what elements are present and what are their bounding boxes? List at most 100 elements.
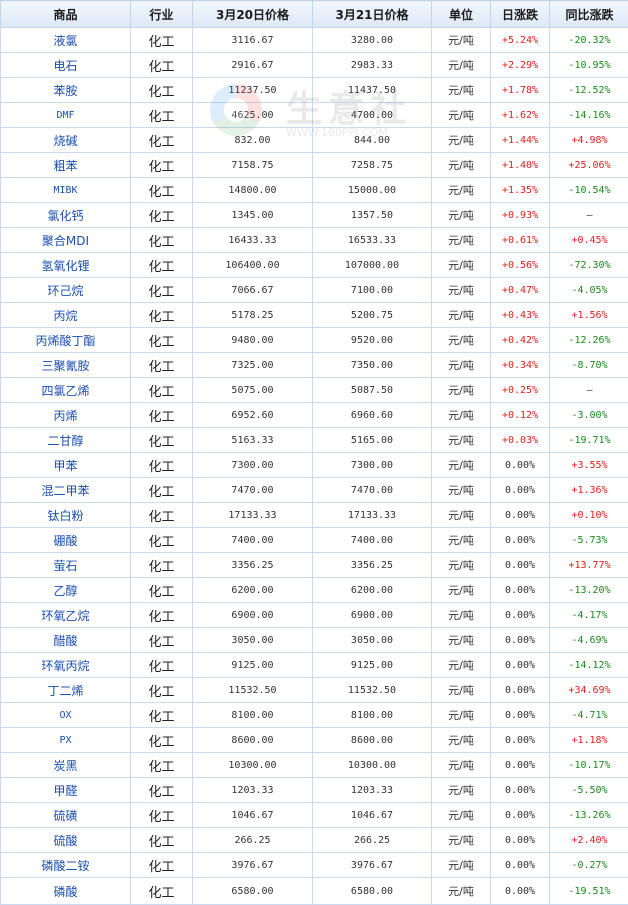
header-daily-change[interactable]: 日涨跌	[491, 1, 550, 28]
unit-cell: 元/吨	[432, 503, 491, 528]
price-0321-cell: 6960.60	[313, 403, 432, 428]
price-0320-cell: 832.00	[193, 128, 313, 153]
price-0321-cell: 1203.33	[313, 778, 432, 803]
daily-change-cell: +1.44%	[491, 128, 550, 153]
commodity-link[interactable]: 甲醛	[1, 778, 131, 803]
industry-cell: 化工	[131, 228, 193, 253]
commodity-link[interactable]: 乙醇	[1, 578, 131, 603]
commodity-link[interactable]: 环氧丙烷	[1, 653, 131, 678]
commodity-link[interactable]: 甲苯	[1, 453, 131, 478]
commodity-link[interactable]: 烧碱	[1, 128, 131, 153]
commodity-link[interactable]: MIBK	[1, 178, 131, 203]
yoy-change-cell: -12.52%	[550, 78, 628, 103]
price-0320-cell: 11237.50	[193, 78, 313, 103]
yoy-change-cell: -19.71%	[550, 428, 628, 453]
industry-cell: 化工	[131, 128, 193, 153]
industry-cell: 化工	[131, 203, 193, 228]
price-0320-cell: 3976.67	[193, 853, 313, 878]
commodity-link[interactable]: 二甘醇	[1, 428, 131, 453]
commodity-link[interactable]: 聚合MDI	[1, 228, 131, 253]
daily-change-cell: +5.24%	[491, 28, 550, 53]
commodity-link[interactable]: 四氯乙烯	[1, 378, 131, 403]
commodity-link[interactable]: 萤石	[1, 553, 131, 578]
industry-cell: 化工	[131, 303, 193, 328]
commodity-link[interactable]: 环氧乙烷	[1, 603, 131, 628]
header-industry[interactable]: 行业	[131, 1, 193, 28]
daily-change-cell: +0.56%	[491, 253, 550, 278]
price-0321-cell: 6580.00	[313, 878, 432, 905]
commodity-link[interactable]: 炭黑	[1, 753, 131, 778]
commodity-link[interactable]: 氢氧化锂	[1, 253, 131, 278]
commodity-link[interactable]: 硫磺	[1, 803, 131, 828]
price-0320-cell: 5075.00	[193, 378, 313, 403]
commodity-link[interactable]: 硼酸	[1, 528, 131, 553]
industry-cell: 化工	[131, 378, 193, 403]
yoy-change-cell: +3.55%	[550, 453, 628, 478]
commodity-link[interactable]: 硫酸	[1, 828, 131, 853]
price-0321-cell: 107000.00	[313, 253, 432, 278]
commodity-link[interactable]: 丙烯酸丁酯	[1, 328, 131, 353]
price-0321-cell: 3356.25	[313, 553, 432, 578]
commodity-link[interactable]: 粗苯	[1, 153, 131, 178]
daily-change-cell: 0.00%	[491, 578, 550, 603]
header-yoy-change[interactable]: 同比涨跌	[550, 1, 628, 28]
unit-cell: 元/吨	[432, 53, 491, 78]
unit-cell: 元/吨	[432, 653, 491, 678]
header-commodity[interactable]: 商品	[1, 1, 131, 28]
daily-change-cell: +1.62%	[491, 103, 550, 128]
commodity-link[interactable]: 丁二烯	[1, 678, 131, 703]
commodity-link[interactable]: 电石	[1, 53, 131, 78]
commodity-link[interactable]: 磷酸二铵	[1, 853, 131, 878]
yoy-change-cell: +34.69%	[550, 678, 628, 703]
header-price-0320[interactable]: 3月20日价格	[193, 1, 313, 28]
commodity-link[interactable]: 磷酸	[1, 878, 131, 905]
unit-cell: 元/吨	[432, 878, 491, 905]
unit-cell: 元/吨	[432, 428, 491, 453]
yoy-change-cell: -5.50%	[550, 778, 628, 803]
industry-cell: 化工	[131, 328, 193, 353]
commodity-link[interactable]: 醋酸	[1, 628, 131, 653]
price-0320-cell: 6580.00	[193, 878, 313, 905]
price-0321-cell: 9125.00	[313, 653, 432, 678]
commodity-link[interactable]: 液氯	[1, 28, 131, 53]
yoy-change-cell: +13.77%	[550, 553, 628, 578]
commodity-link[interactable]: 钛白粉	[1, 503, 131, 528]
header-price-0321[interactable]: 3月21日价格	[313, 1, 432, 28]
commodity-link[interactable]: DMF	[1, 103, 131, 128]
industry-cell: 化工	[131, 728, 193, 753]
commodity-link[interactable]: 三聚氰胺	[1, 353, 131, 378]
industry-cell: 化工	[131, 503, 193, 528]
commodity-link[interactable]: 混二甲苯	[1, 478, 131, 503]
price-0320-cell: 7066.67	[193, 278, 313, 303]
price-0320-cell: 14800.00	[193, 178, 313, 203]
commodity-link[interactable]: 环己烷	[1, 278, 131, 303]
commodity-link[interactable]: 苯胺	[1, 78, 131, 103]
daily-change-cell: +0.25%	[491, 378, 550, 403]
commodity-link[interactable]: PX	[1, 728, 131, 753]
daily-change-cell: +1.78%	[491, 78, 550, 103]
header-unit[interactable]: 单位	[432, 1, 491, 28]
price-0320-cell: 2916.67	[193, 53, 313, 78]
industry-cell: 化工	[131, 603, 193, 628]
commodity-link[interactable]: 丙烯	[1, 403, 131, 428]
unit-cell: 元/吨	[432, 178, 491, 203]
daily-change-cell: +0.42%	[491, 328, 550, 353]
price-0321-cell: 15000.00	[313, 178, 432, 203]
price-0320-cell: 7470.00	[193, 478, 313, 503]
commodity-link[interactable]: OX	[1, 703, 131, 728]
commodity-link[interactable]: 氯化钙	[1, 203, 131, 228]
commodity-link[interactable]: 丙烷	[1, 303, 131, 328]
unit-cell: 元/吨	[432, 203, 491, 228]
daily-change-cell: 0.00%	[491, 753, 550, 778]
